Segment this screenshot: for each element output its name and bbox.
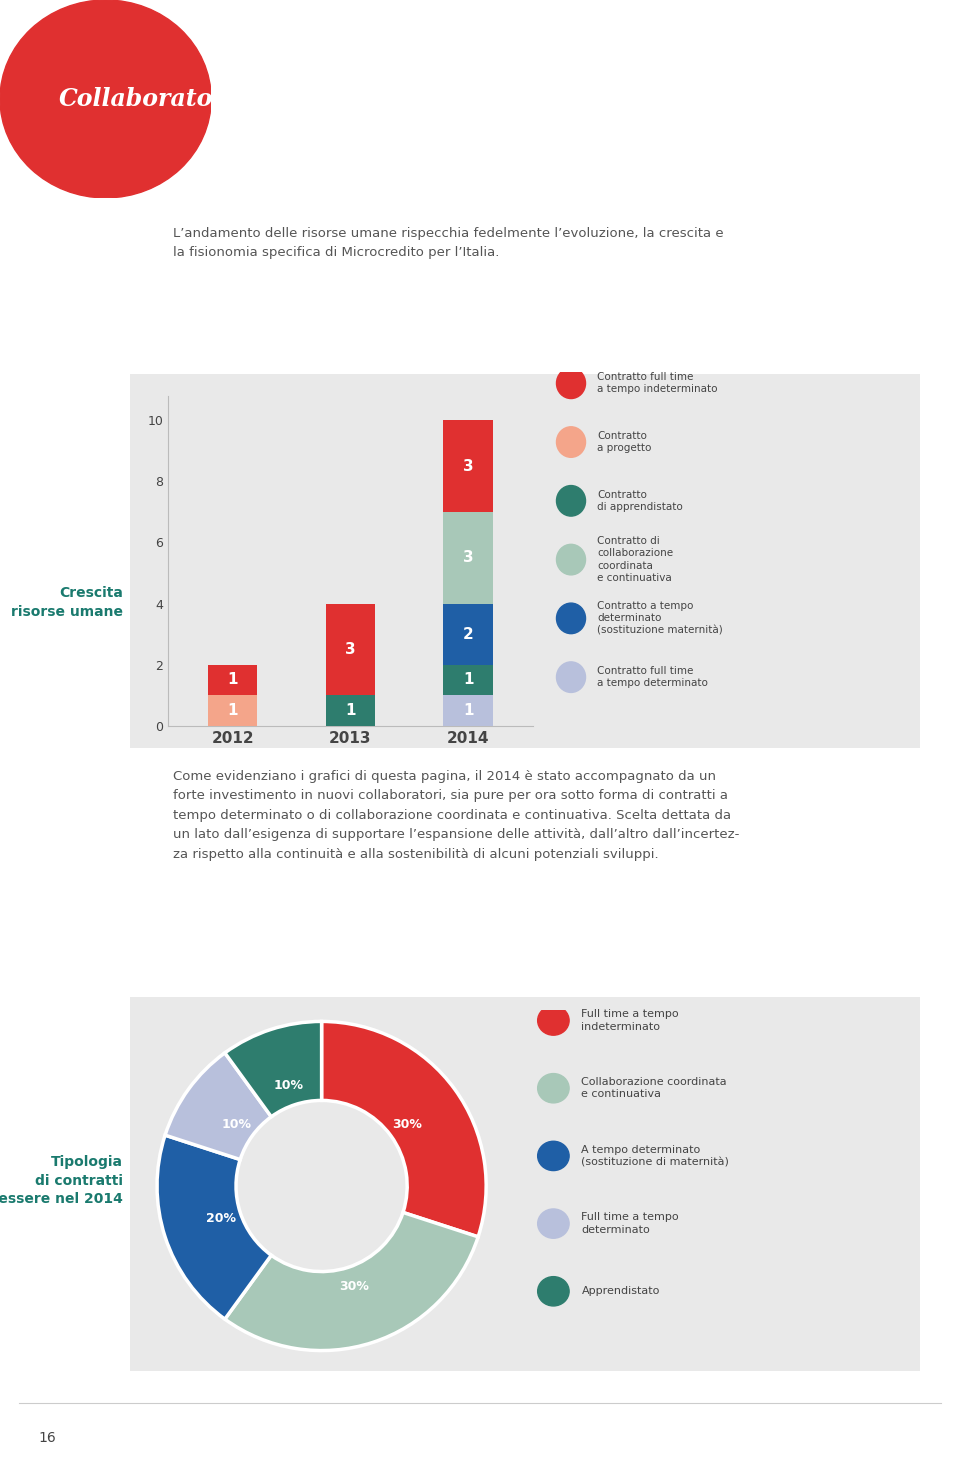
Bar bbox=[208, 664, 257, 695]
Text: 10%: 10% bbox=[274, 1079, 304, 1092]
Text: 30%: 30% bbox=[392, 1117, 421, 1130]
Text: Full time a tempo
determinato: Full time a tempo determinato bbox=[582, 1212, 679, 1234]
Text: Collaboratori: Collaboratori bbox=[60, 86, 235, 111]
Text: 20%: 20% bbox=[206, 1212, 236, 1226]
Circle shape bbox=[538, 1141, 569, 1170]
Text: 3: 3 bbox=[345, 642, 356, 657]
Wedge shape bbox=[157, 1135, 272, 1319]
Text: Crescita
risorse umane: Crescita risorse umane bbox=[12, 586, 123, 619]
Circle shape bbox=[538, 1006, 569, 1035]
Bar bbox=[208, 695, 257, 726]
Text: 30%: 30% bbox=[339, 1280, 369, 1293]
Text: 1: 1 bbox=[463, 673, 473, 688]
Text: 3: 3 bbox=[463, 459, 473, 474]
Text: 10%: 10% bbox=[222, 1117, 252, 1130]
Wedge shape bbox=[165, 1053, 272, 1160]
Text: Tipologia
di contratti
in essere nel 2014: Tipologia di contratti in essere nel 201… bbox=[0, 1155, 123, 1207]
Text: Apprendistato: Apprendistato bbox=[582, 1286, 660, 1296]
Text: Collaborazione coordinata
e continuativa: Collaborazione coordinata e continuativa bbox=[582, 1078, 727, 1100]
Circle shape bbox=[538, 1277, 569, 1306]
FancyBboxPatch shape bbox=[122, 369, 927, 752]
Bar bbox=[444, 695, 492, 726]
FancyBboxPatch shape bbox=[122, 992, 927, 1375]
Text: Full time a tempo
indeterminato: Full time a tempo indeterminato bbox=[582, 1010, 679, 1032]
Bar bbox=[444, 604, 492, 664]
Text: 1: 1 bbox=[346, 702, 355, 718]
Bar bbox=[444, 421, 492, 512]
Circle shape bbox=[538, 1209, 569, 1239]
Text: 16: 16 bbox=[38, 1431, 56, 1445]
Text: A tempo determinato
(sostituzione di maternità): A tempo determinato (sostituzione di mat… bbox=[582, 1145, 730, 1167]
Text: Contratto full time
a tempo indeterminato: Contratto full time a tempo indeterminat… bbox=[597, 372, 717, 394]
Text: 1: 1 bbox=[463, 702, 473, 718]
Circle shape bbox=[538, 1073, 569, 1102]
Text: Come evidenziano i grafici di questa pagina, il 2014 è stato accompagnato da un
: Come evidenziano i grafici di questa pag… bbox=[173, 770, 739, 861]
Circle shape bbox=[557, 603, 586, 633]
Ellipse shape bbox=[0, 0, 211, 198]
Wedge shape bbox=[225, 1022, 322, 1117]
Bar bbox=[325, 695, 375, 726]
Bar bbox=[444, 664, 492, 695]
Bar bbox=[444, 512, 492, 604]
Circle shape bbox=[557, 661, 586, 692]
Text: L’andamento delle risorse umane rispecchia fedelmente l’evoluzione, la crescita : L’andamento delle risorse umane rispecch… bbox=[173, 227, 724, 259]
Circle shape bbox=[557, 368, 586, 399]
Circle shape bbox=[557, 485, 586, 516]
Text: Contratto di
collaborazione
coordinata
e continuativa: Contratto di collaborazione coordinata e… bbox=[597, 537, 673, 583]
Bar bbox=[325, 604, 375, 695]
Text: Contratto
a progetto: Contratto a progetto bbox=[597, 431, 651, 453]
Text: 1: 1 bbox=[228, 673, 238, 688]
Text: Contratto full time
a tempo determinato: Contratto full time a tempo determinato bbox=[597, 666, 708, 689]
Text: Contratto a tempo
determinato
(sostituzione maternità): Contratto a tempo determinato (sostituzi… bbox=[597, 601, 723, 636]
Text: 2: 2 bbox=[463, 626, 473, 642]
Text: Contratto
di apprendistato: Contratto di apprendistato bbox=[597, 490, 683, 512]
Text: 3: 3 bbox=[463, 550, 473, 566]
Text: 1: 1 bbox=[228, 702, 238, 718]
Wedge shape bbox=[322, 1022, 486, 1237]
Wedge shape bbox=[225, 1212, 478, 1350]
Circle shape bbox=[557, 427, 586, 457]
Circle shape bbox=[557, 544, 586, 575]
